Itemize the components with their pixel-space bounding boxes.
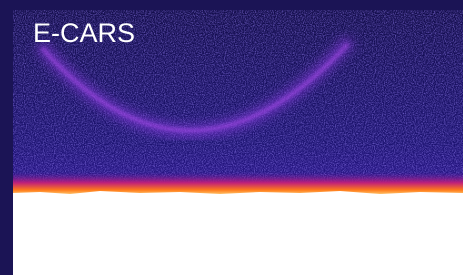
edge-band: [13, 172, 463, 196]
image-label: E-CARS: [33, 18, 135, 48]
microscopy-image: E-CARS: [0, 0, 463, 275]
white-region: [13, 191, 463, 275]
